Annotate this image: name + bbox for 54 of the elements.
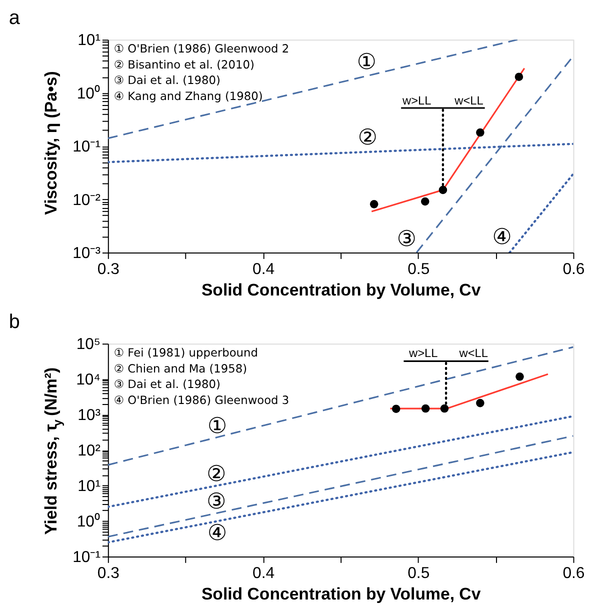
point	[421, 404, 430, 413]
annotation: ①	[356, 50, 376, 76]
y-axis-title: Yield stress, τy (N/m²)	[41, 367, 64, 535]
y-tick-label: 10⁰	[76, 512, 100, 530]
annotation: w>LL	[402, 93, 432, 108]
x-tick-label: 0.4	[252, 260, 275, 278]
annotation: ③	[396, 227, 416, 252]
y-tick-label: 10⁵	[76, 336, 100, 354]
annotation: ② Bisantino et al. (2010)	[114, 57, 254, 72]
annotation: w<LL	[454, 93, 484, 108]
y-tick-label: 10²	[78, 442, 100, 460]
x-tick-label: 0.5	[408, 564, 430, 582]
annotation: ④	[492, 225, 512, 250]
x-tick-label: 0.6	[562, 564, 585, 582]
annotation: ③	[206, 489, 226, 514]
point	[420, 197, 430, 206]
y-tick-label: 10³	[78, 407, 100, 424]
point	[516, 372, 524, 381]
y-tick-label: 10¹	[78, 478, 100, 495]
point	[476, 398, 484, 408]
point	[476, 128, 484, 137]
x-tick-label: 0.5	[408, 260, 430, 278]
y-tick-label: 10⁻²	[72, 192, 100, 209]
y-axis-title: Viscosity, η (Pa•s)	[41, 71, 60, 215]
chart-title: a	[8, 6, 21, 29]
point	[370, 200, 378, 208]
annotation: ① O'Brien (1986) Gleenwood 2	[114, 42, 290, 56]
annotation: w>LL	[408, 346, 438, 360]
x-axis-title: Solid Concentration by Volume, Cv	[201, 280, 482, 300]
x-tick-label: 0.3	[97, 564, 120, 582]
y-tick-label: 10⁻³	[72, 244, 100, 262]
y-tick-label: 10⁻¹	[72, 138, 100, 156]
x-tick-label: 0.4	[252, 564, 275, 582]
annotation: ②	[358, 125, 378, 150]
annotation: ①	[208, 414, 228, 439]
annotation: ③ Dai et al. (1980)	[114, 377, 220, 392]
point	[514, 72, 524, 81]
x-tick-label: 0.6	[562, 260, 585, 278]
y-tick-label: 10⁰	[76, 84, 100, 102]
annotation: ① Fei (1981) upperbound	[114, 345, 258, 360]
annotation: ② Chien and Ma (1958)	[114, 361, 248, 376]
chart-title: b	[8, 310, 20, 333]
y-tick-label: 10⁴	[76, 372, 101, 389]
annotation: ④ Kang and Zhang (1980)	[114, 89, 263, 104]
y-tick-label: 10⁻¹	[72, 548, 100, 566]
point	[392, 404, 400, 413]
x-tick-label: 0.3	[97, 260, 120, 278]
x-axis-title: Solid Concentration by Volume, Cv	[201, 584, 482, 604]
annotation: ②	[206, 462, 226, 488]
annotation: ④ O'Brien (1986) Gleenwood 3	[114, 393, 290, 408]
annotation: ④	[208, 520, 228, 546]
annotation: ③ Dai et al. (1980)	[114, 73, 220, 88]
annotation: w<LL	[458, 346, 488, 360]
y-tick-label: 10¹	[78, 32, 100, 50]
